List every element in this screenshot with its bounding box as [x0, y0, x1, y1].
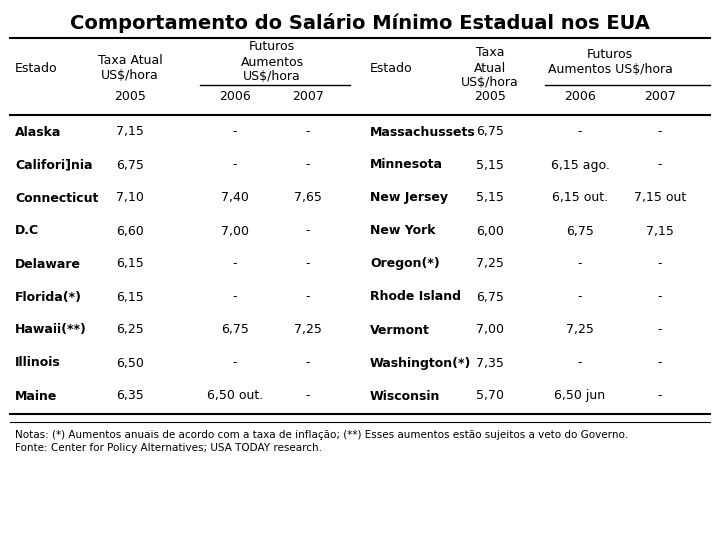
- Text: Florida(*): Florida(*): [15, 291, 82, 303]
- Text: Oregon(*): Oregon(*): [370, 258, 440, 271]
- Text: 7,15: 7,15: [116, 125, 144, 138]
- Text: -: -: [577, 356, 582, 369]
- Text: 6,15 ago.: 6,15 ago.: [551, 159, 609, 172]
- Text: 7,00: 7,00: [476, 323, 504, 336]
- Text: -: -: [233, 159, 238, 172]
- Text: -: -: [233, 356, 238, 369]
- Text: Alaska: Alaska: [15, 125, 61, 138]
- Text: -: -: [658, 356, 662, 369]
- Text: -: -: [233, 258, 238, 271]
- Text: 6,75: 6,75: [476, 125, 504, 138]
- Text: 2006: 2006: [564, 91, 596, 104]
- Text: D.C: D.C: [15, 225, 39, 238]
- Text: 7,65: 7,65: [294, 192, 322, 205]
- Text: -: -: [658, 323, 662, 336]
- Text: 6,75: 6,75: [566, 225, 594, 238]
- Text: -: -: [306, 258, 310, 271]
- Text: 6,25: 6,25: [116, 323, 144, 336]
- Text: -: -: [306, 125, 310, 138]
- Text: 6,15: 6,15: [116, 291, 144, 303]
- Text: 6,75: 6,75: [116, 159, 144, 172]
- Text: Futuros
Aumentos
US$/hora: Futuros Aumentos US$/hora: [240, 40, 304, 84]
- Text: 5,15: 5,15: [476, 159, 504, 172]
- Text: 6,60: 6,60: [116, 225, 144, 238]
- Text: 6,75: 6,75: [221, 323, 249, 336]
- Text: Washington(*): Washington(*): [370, 356, 472, 369]
- Text: Massachussets: Massachussets: [370, 125, 476, 138]
- Text: 6,35: 6,35: [116, 389, 144, 402]
- Text: 7,25: 7,25: [294, 323, 322, 336]
- Text: Rhode Island: Rhode Island: [370, 291, 461, 303]
- Text: Maine: Maine: [15, 389, 58, 402]
- Text: 7,15 out: 7,15 out: [634, 192, 686, 205]
- Text: 6,15 out.: 6,15 out.: [552, 192, 608, 205]
- Text: 6,50: 6,50: [116, 356, 144, 369]
- Text: -: -: [306, 356, 310, 369]
- Text: Estado: Estado: [370, 62, 413, 75]
- Text: Minnesota: Minnesota: [370, 159, 443, 172]
- Text: -: -: [658, 389, 662, 402]
- Text: Comportamento do Salário Mínimo Estadual nos EUA: Comportamento do Salário Mínimo Estadual…: [70, 13, 650, 33]
- Text: -: -: [233, 125, 238, 138]
- Text: Hawaii(**): Hawaii(**): [15, 323, 87, 336]
- Text: 2005: 2005: [474, 91, 506, 104]
- Text: -: -: [306, 159, 310, 172]
- Text: 2007: 2007: [292, 91, 324, 104]
- Text: 7,25: 7,25: [476, 258, 504, 271]
- Text: -: -: [306, 225, 310, 238]
- Text: 6,15: 6,15: [116, 258, 144, 271]
- Text: 7,15: 7,15: [646, 225, 674, 238]
- Text: -: -: [577, 291, 582, 303]
- Text: Taxa Atual
US$/hora: Taxa Atual US$/hora: [98, 54, 163, 82]
- Text: Estado: Estado: [15, 62, 58, 75]
- Text: -: -: [658, 291, 662, 303]
- Text: Delaware: Delaware: [15, 258, 81, 271]
- Text: -: -: [658, 159, 662, 172]
- Text: Illinois: Illinois: [15, 356, 60, 369]
- Text: 2007: 2007: [644, 91, 676, 104]
- Text: -: -: [658, 125, 662, 138]
- Text: -: -: [577, 258, 582, 271]
- Text: Futuros
Aumentos US$/hora: Futuros Aumentos US$/hora: [548, 48, 672, 76]
- Text: Taxa
Atual
US$/hora: Taxa Atual US$/hora: [461, 46, 519, 90]
- Text: 2005: 2005: [114, 91, 146, 104]
- Text: 6,75: 6,75: [476, 291, 504, 303]
- Text: 6,50 jun: 6,50 jun: [554, 389, 606, 402]
- Text: Vermont: Vermont: [370, 323, 430, 336]
- Text: Fonte: Center for Policy Alternatives; USA TODAY research.: Fonte: Center for Policy Alternatives; U…: [15, 443, 322, 453]
- Text: Wisconsin: Wisconsin: [370, 389, 441, 402]
- Text: 6,50 out.: 6,50 out.: [207, 389, 263, 402]
- Text: 7,35: 7,35: [476, 356, 504, 369]
- Text: 7,25: 7,25: [566, 323, 594, 336]
- Text: -: -: [306, 389, 310, 402]
- Text: New York: New York: [370, 225, 436, 238]
- Text: Califori]nia: Califori]nia: [15, 159, 92, 172]
- Text: -: -: [577, 125, 582, 138]
- Text: 7,00: 7,00: [221, 225, 249, 238]
- Text: 5,15: 5,15: [476, 192, 504, 205]
- Text: Notas: (*) Aumentos anuais de acordo com a taxa de inflação; (**) Esses aumentos: Notas: (*) Aumentos anuais de acordo com…: [15, 430, 628, 440]
- Text: Connecticut: Connecticut: [15, 192, 99, 205]
- Text: New Jersey: New Jersey: [370, 192, 448, 205]
- Text: 7,10: 7,10: [116, 192, 144, 205]
- Text: -: -: [233, 291, 238, 303]
- Text: 7,40: 7,40: [221, 192, 249, 205]
- Text: 6,00: 6,00: [476, 225, 504, 238]
- Text: -: -: [658, 258, 662, 271]
- Text: -: -: [306, 291, 310, 303]
- Text: 5,70: 5,70: [476, 389, 504, 402]
- Text: 2006: 2006: [219, 91, 251, 104]
